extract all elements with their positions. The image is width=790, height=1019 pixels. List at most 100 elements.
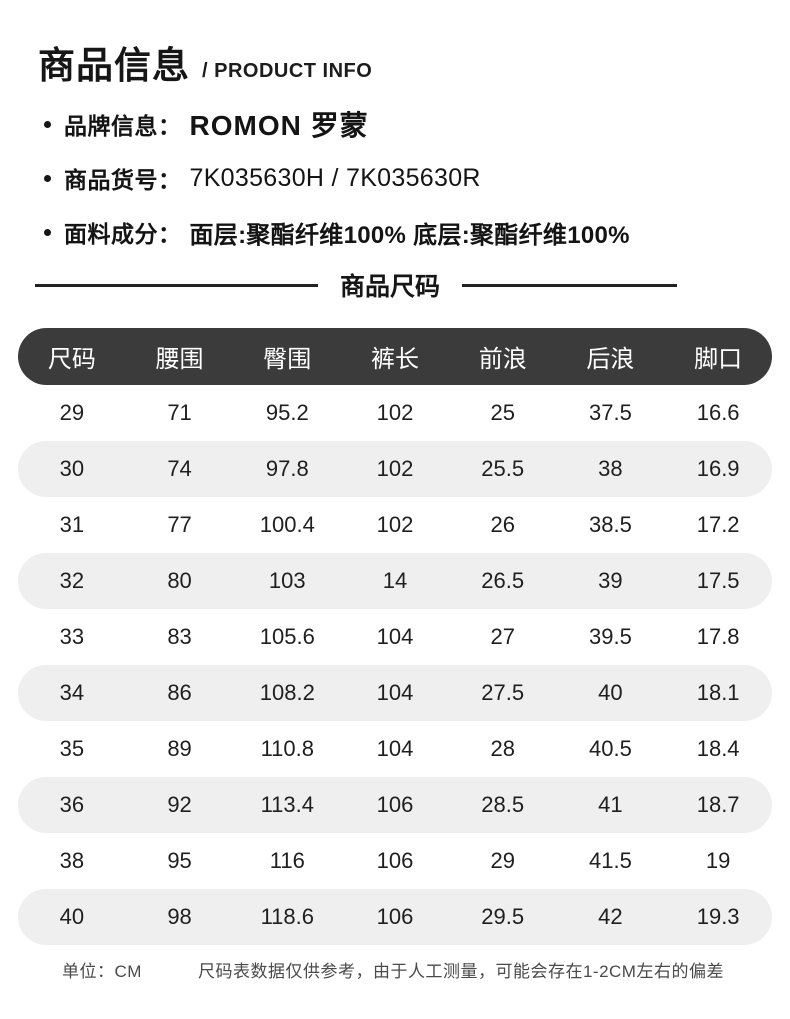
table-cell: 38.5 (589, 512, 632, 537)
table-cell: 77 (167, 512, 192, 537)
table-cell: 40.5 (589, 736, 632, 761)
table-cell: 105.6 (259, 624, 315, 649)
table-cell: 80 (167, 568, 192, 593)
table-cell: 29 (490, 848, 515, 873)
table-row: 35 89 110.8 104 28 40.5 18.4 (18, 721, 772, 777)
table-row: 31 77 100.4 102 26 38.5 17.2 (18, 497, 772, 553)
page-header: 商品信息 / PRODUCT INFO (38, 36, 790, 84)
table-cell: 38 (59, 848, 85, 873)
table-cell: 35 (59, 736, 85, 761)
table-cell: 102 (376, 456, 414, 481)
info-label-sku: 商品货号： (64, 167, 182, 193)
table-cell: 30 (59, 456, 85, 481)
table-row: 30 74 97.8 102 25.5 38 16.9 (18, 441, 772, 497)
table-cell: 102 (376, 400, 414, 425)
divider-line-right (462, 283, 678, 287)
divider-line-left (35, 283, 318, 287)
table-cell: 100.4 (259, 512, 315, 537)
table-cell: 28 (490, 736, 515, 761)
table-cell: 38 (598, 456, 623, 481)
table-cell: 95 (167, 848, 192, 873)
table-cell: 97.8 (265, 456, 309, 481)
table-row: 29 71 95.2 102 25 37.5 16.6 (18, 385, 772, 441)
table-cell: 102 (376, 512, 414, 537)
table-cell: 19.3 (696, 904, 740, 929)
table-cell: 95.2 (265, 400, 309, 425)
table-cell: 25 (490, 400, 515, 425)
table-cell: 36 (59, 792, 85, 817)
table-cell: 25.5 (481, 456, 525, 481)
table-cell: 83 (167, 624, 192, 649)
table-cell: 29.5 (481, 904, 525, 929)
table-cell: 103 (268, 568, 306, 593)
table-row: 34 86 108.2 104 27.5 40 18.1 (18, 665, 772, 721)
bullet-icon (44, 174, 51, 182)
table-cell: 106 (376, 848, 414, 873)
page-footer: 单位：CM 尺码表数据仅供参考，由于人工测量，可能会存在1-2CM左右的偏差 (62, 957, 790, 982)
table-cell: 26.5 (481, 568, 525, 593)
size-table-header: 尺码 腰围 臀围 裤长 前浪 后浪 脚口 (18, 328, 772, 385)
column-header: 后浪 (586, 346, 635, 373)
table-cell: 19 (705, 848, 731, 873)
table-cell: 26 (490, 512, 515, 537)
table-cell: 28.5 (481, 792, 525, 817)
info-list: 品牌信息： ROMON 罗蒙 商品货号： 7K035630H / 7K03563… (44, 106, 790, 250)
table-cell: 34 (59, 680, 85, 705)
table-cell: 27 (490, 624, 515, 649)
table-row: 36 92 113.4 106 28.5 41 18.7 (18, 777, 772, 833)
table-cell: 104 (376, 736, 414, 761)
table-row: 40 98 118.6 106 29.5 42 19.3 (18, 889, 772, 945)
size-section-title: 商品尺码 (340, 273, 441, 301)
info-value-brand: ROMON 罗蒙 (189, 110, 369, 141)
table-cell: 39 (598, 568, 623, 593)
size-table: 尺码 腰围 臀围 裤长 前浪 后浪 脚口 29 71 95.2 102 25 37.5 16.6 30 74… (18, 328, 772, 945)
bullet-icon (44, 228, 51, 236)
table-cell: 32 (59, 568, 85, 593)
table-cell: 17.5 (696, 568, 740, 593)
table-cell: 108.2 (259, 680, 315, 705)
table-cell: 104 (376, 624, 414, 649)
info-value-sku: 7K035630H / 7K035630R (189, 163, 481, 192)
table-cell: 71 (167, 400, 192, 425)
table-cell: 16.6 (696, 400, 740, 425)
size-section-title-row: 商品尺码 (35, 268, 755, 302)
table-cell: 98 (167, 904, 192, 929)
table-cell: 113.4 (260, 792, 314, 817)
column-header: 裤长 (370, 346, 419, 373)
column-header: 尺码 (47, 346, 96, 373)
table-cell: 41 (598, 792, 623, 817)
table-cell: 18.1 (696, 680, 740, 705)
page-subtitle: / PRODUCT INFO (202, 60, 373, 82)
table-cell: 31 (59, 512, 85, 537)
table-row: 32 80 103 14 26.5 39 17.5 (18, 553, 772, 609)
table-cell: 74 (167, 456, 192, 481)
page-title: 商品信息 (38, 45, 190, 86)
table-cell: 16.9 (696, 456, 740, 481)
table-cell: 104 (376, 680, 414, 705)
table-cell: 39.5 (589, 624, 632, 649)
table-cell: 86 (167, 680, 192, 705)
table-cell: 118.6 (260, 904, 314, 929)
table-cell: 40 (59, 904, 85, 929)
table-cell: 37.5 (589, 400, 632, 425)
table-cell: 14 (382, 568, 408, 593)
table-cell: 42 (598, 904, 623, 929)
table-cell: 18.7 (696, 792, 740, 817)
column-header: 腰围 (155, 346, 204, 373)
table-row: 33 83 105.6 104 27 39.5 17.8 (18, 609, 772, 665)
table-row: 38 95 116 106 29 41.5 19 (18, 833, 772, 889)
table-cell: 106 (376, 792, 414, 817)
table-cell: 40 (598, 680, 623, 705)
table-cell: 29 (59, 400, 85, 425)
info-row-sku: 商品货号： 7K035630H / 7K035630R (44, 160, 790, 196)
table-cell: 92 (167, 792, 192, 817)
info-value-fabric: 面层:聚酯纤维100% 底层:聚酯纤维100% (189, 221, 630, 249)
column-header: 臀围 (263, 346, 312, 373)
table-cell: 17.2 (696, 512, 740, 537)
disclaimer-text: 尺码表数据仅供参考，由于人工测量，可能会存在1-2CM左右的偏差 (197, 962, 724, 981)
table-cell: 18.4 (696, 736, 740, 761)
table-cell: 110.8 (260, 736, 314, 761)
table-cell: 106 (376, 904, 414, 929)
table-cell: 89 (167, 736, 192, 761)
info-label-fabric: 面料成分： (64, 221, 182, 247)
